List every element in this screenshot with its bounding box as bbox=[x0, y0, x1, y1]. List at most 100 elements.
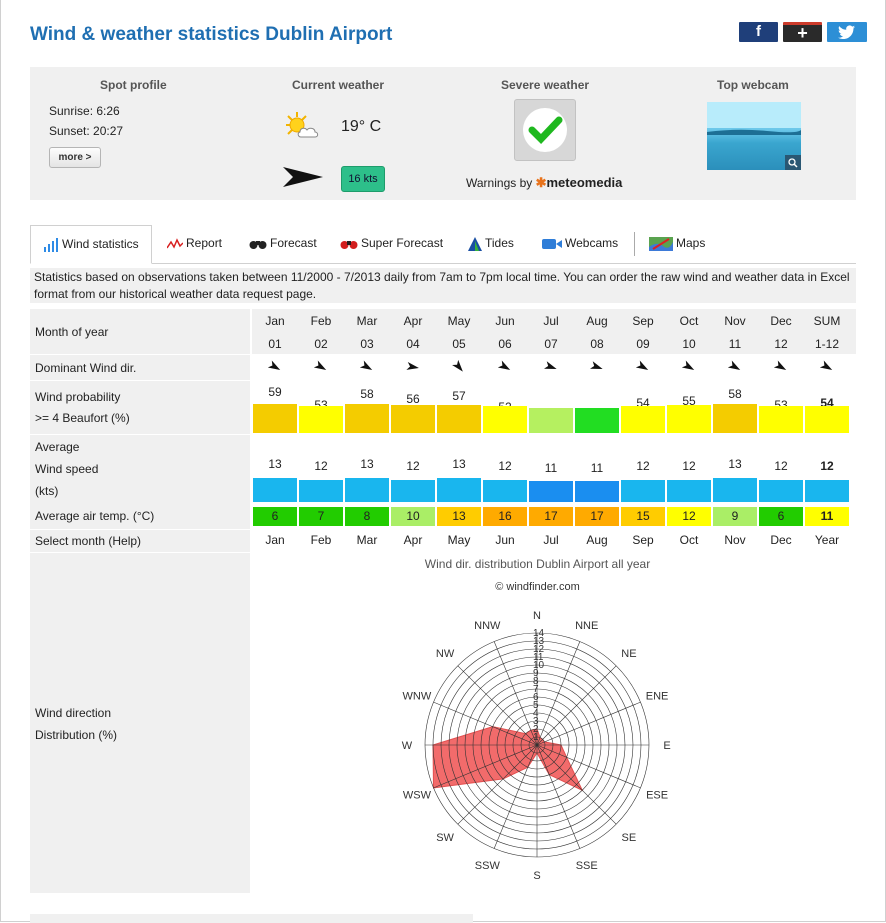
air-temp-cell: 6 bbox=[253, 507, 297, 526]
select-month-link[interactable]: Jan bbox=[265, 533, 285, 547]
wind-probability-bar bbox=[345, 404, 389, 433]
wind-speed-bar bbox=[483, 479, 527, 502]
wind-probability-value: 59 bbox=[268, 385, 282, 399]
google-plus-button[interactable]: + bbox=[783, 22, 822, 42]
wind-speed-bar bbox=[713, 478, 757, 502]
rose-direction-label: WNW bbox=[403, 690, 432, 702]
rose-direction-label: SW bbox=[436, 832, 454, 844]
month-number: 09 bbox=[636, 337, 650, 351]
rose-direction-label: SSE bbox=[576, 860, 598, 872]
month-name: SUM bbox=[813, 314, 841, 328]
month-number: 10 bbox=[682, 337, 696, 351]
month-number: 12 bbox=[774, 337, 788, 351]
month-name: Apr bbox=[403, 314, 423, 328]
meteomedia-logo-icon[interactable]: ✱meteomedia bbox=[535, 175, 623, 190]
select-month-link[interactable]: Aug bbox=[586, 533, 608, 547]
current-temperature: 19° C bbox=[341, 118, 382, 135]
rose-spoke bbox=[536, 744, 617, 825]
wind-speed-bar bbox=[391, 479, 435, 502]
air-temp-cell: 13 bbox=[437, 507, 481, 526]
tab-bar: Wind statistics Report Forecast Super Fo… bbox=[30, 225, 856, 264]
select-month-link[interactable]: Feb bbox=[310, 533, 332, 547]
row-label-wind-speed: Average Wind speed (kts) bbox=[30, 435, 250, 505]
wind-speed-value: 12 bbox=[682, 459, 696, 473]
wind-direction-arrow-icon bbox=[713, 360, 757, 376]
rose-title: Wind dir. distribution Dublin Airport al… bbox=[424, 557, 651, 571]
rose-spoke bbox=[457, 665, 538, 746]
select-month-link[interactable]: Year bbox=[814, 533, 840, 547]
tab-maps[interactable]: Maps bbox=[649, 225, 705, 262]
sunrise-text: Sunrise: 6:26 bbox=[49, 104, 120, 118]
spot-profile-heading: Spot profile bbox=[100, 78, 167, 92]
select-month-link[interactable]: Oct bbox=[679, 533, 699, 547]
select-month-link[interactable]: May bbox=[447, 533, 471, 547]
wind-direction-arrow-icon bbox=[621, 360, 665, 376]
rose-direction-label: N bbox=[533, 610, 541, 622]
row-label-month: Month of year bbox=[30, 309, 250, 354]
rose-tick-label: 13 bbox=[533, 636, 545, 647]
select-month-link[interactable]: Nov bbox=[724, 533, 746, 547]
tab-forecast[interactable]: Forecast bbox=[249, 225, 317, 262]
air-temp-cell: 17 bbox=[575, 507, 619, 526]
webcam-thumbnail[interactable] bbox=[707, 102, 801, 170]
wind-rose-chart: 1234567891011121314NNNENEENEEESESESSESSS… bbox=[402, 610, 671, 882]
wind-speed-bar bbox=[621, 479, 665, 502]
air-temp-cell: 17 bbox=[529, 507, 573, 526]
wind-speed-bar bbox=[759, 479, 803, 502]
month-name: Aug bbox=[586, 314, 608, 328]
wind-speed-value: 12 bbox=[774, 459, 788, 473]
select-month-link[interactable]: Jun bbox=[495, 533, 515, 547]
rose-tick-label: 3 bbox=[533, 716, 539, 727]
air-temp-cell: 8 bbox=[345, 507, 389, 526]
more-button[interactable]: more > bbox=[49, 147, 101, 168]
rose-tick-label: 9 bbox=[533, 668, 539, 679]
row-label-air-temp: Average air temp. (°C) bbox=[30, 505, 250, 529]
info-panel: Spot profile Sunrise: 6:26 Sunset: 20:27… bbox=[30, 67, 856, 200]
month-name: Nov bbox=[724, 314, 746, 328]
select-month-link[interactable]: Jul bbox=[543, 533, 559, 547]
rose-direction-label: NNE bbox=[575, 620, 598, 632]
line-chart-icon bbox=[167, 238, 183, 249]
wind-speed-value: 12 bbox=[820, 459, 834, 473]
rose-spoke bbox=[433, 744, 538, 789]
severe-weather-status[interactable] bbox=[514, 99, 576, 161]
wind-probability-bar bbox=[667, 405, 711, 433]
wind-direction-arrow-icon bbox=[575, 360, 619, 376]
sunset-text: Sunset: 20:27 bbox=[49, 124, 124, 138]
wind-probability-bar bbox=[575, 408, 619, 433]
month-number: 07 bbox=[544, 337, 558, 351]
select-month-link[interactable]: Apr bbox=[403, 533, 423, 547]
select-month-link[interactable]: Dec bbox=[770, 533, 792, 547]
month-header bbox=[252, 309, 856, 354]
row-label-select-month: Select month (Help) bbox=[30, 530, 250, 552]
rose-spoke bbox=[493, 641, 538, 746]
month-number: 01 bbox=[268, 337, 282, 351]
warnings-label: Warnings by bbox=[466, 176, 533, 190]
wind-probability-bar bbox=[391, 405, 435, 433]
wind-direction-arrow-icon bbox=[483, 360, 527, 376]
rose-direction-label: SE bbox=[622, 832, 637, 844]
facebook-button[interactable]: f bbox=[739, 22, 778, 42]
wind-probability-value: 55 bbox=[682, 393, 696, 408]
twitter-button[interactable] bbox=[827, 22, 867, 42]
wind-probability-bar bbox=[805, 405, 849, 433]
select-month-link[interactable]: Mar bbox=[356, 533, 378, 547]
severe-weather-heading: Severe weather bbox=[501, 78, 590, 92]
wind-probability-bar bbox=[759, 406, 803, 433]
wind-probability-bar bbox=[713, 404, 757, 433]
wind-direction-arrow-icon bbox=[345, 360, 389, 376]
tab-webcams[interactable]: Webcams bbox=[542, 225, 618, 262]
month-number: 03 bbox=[360, 337, 374, 351]
tab-wind-statistics[interactable]: Wind statistics bbox=[30, 225, 152, 264]
air-temp-cell: 7 bbox=[299, 507, 343, 526]
month-number: 06 bbox=[498, 337, 512, 351]
rose-direction-label: ESE bbox=[646, 790, 668, 802]
tab-report[interactable]: Report bbox=[167, 225, 222, 262]
rose-direction-label: ENE bbox=[646, 690, 669, 702]
tab-super-forecast[interactable]: Super Forecast bbox=[340, 225, 443, 262]
select-month-link[interactable]: Sep bbox=[632, 533, 654, 547]
tab-tides[interactable]: Tides bbox=[468, 225, 514, 262]
month-name: Feb bbox=[310, 314, 332, 328]
month-number: 1-12 bbox=[814, 337, 840, 351]
rose-direction-label: E bbox=[663, 740, 670, 752]
